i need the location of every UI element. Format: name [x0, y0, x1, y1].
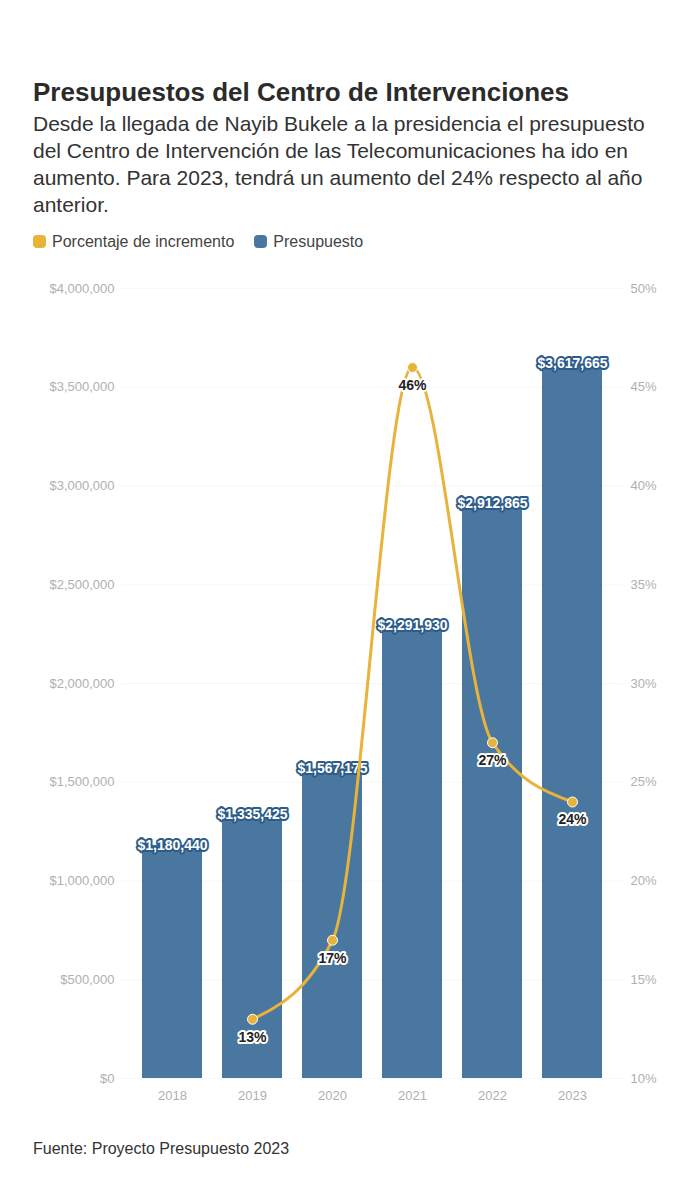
svg-text:$2,500,000: $2,500,000 [49, 577, 114, 592]
svg-text:46%: 46% [398, 377, 427, 393]
svg-text:$2,912,865: $2,912,865 [457, 495, 527, 511]
svg-text:24%: 24% [558, 811, 587, 827]
svg-text:$1,335,425: $1,335,425 [217, 806, 287, 822]
svg-text:$3,500,000: $3,500,000 [49, 379, 114, 394]
svg-text:15%: 15% [631, 972, 657, 987]
svg-text:$3,000,000: $3,000,000 [49, 478, 114, 493]
html-text:Presupuesto: Presupuesto [273, 233, 364, 250]
svg-text:2019: 2019 [238, 1088, 267, 1103]
svg-text:$500,000: $500,000 [60, 972, 114, 987]
svg-text:10%: 10% [631, 1071, 657, 1086]
svg-text:2021: 2021 [398, 1088, 427, 1103]
svg-text:$0: $0 [100, 1071, 114, 1086]
svg-text:27%: 27% [478, 752, 507, 768]
svg-text:$3,617,665: $3,617,665 [537, 355, 607, 371]
svg-text:2020: 2020 [318, 1088, 347, 1103]
svg-text:35%: 35% [631, 577, 657, 592]
svg-text:$1,000,000: $1,000,000 [49, 873, 114, 888]
svg-text:50%: 50% [631, 281, 657, 296]
svg-text:30%: 30% [631, 676, 657, 691]
svg-text:2022: 2022 [478, 1088, 507, 1103]
svg-text:2018: 2018 [158, 1088, 187, 1103]
svg-text:45%: 45% [631, 379, 657, 394]
html-text:Desde la llegada de Nayib Buke: Desde la llegada de Nayib Bukele a la pr… [33, 112, 645, 216]
svg-text:$2,000,000: $2,000,000 [49, 676, 114, 691]
svg-text:$4,000,000: $4,000,000 [49, 281, 114, 296]
html-text:Porcentaje de incremento: Porcentaje de incremento [52, 233, 235, 250]
svg-text:17%: 17% [318, 950, 347, 966]
svg-text:$1,567,175: $1,567,175 [297, 760, 368, 777]
html-text:Presupuestos del Centro de Int: Presupuestos del Centro de Intervencione… [33, 77, 569, 107]
svg-text:25%: 25% [631, 774, 657, 789]
svg-text:20%: 20% [631, 873, 657, 888]
svg-text:$1,180,440: $1,180,440 [137, 837, 207, 853]
svg-text:2023: 2023 [558, 1088, 587, 1103]
svg-text:40%: 40% [631, 478, 657, 493]
svg-text:$2,291,930: $2,291,930 [377, 617, 447, 633]
svg-text:13%: 13% [238, 1029, 267, 1045]
svg-text:$1,500,000: $1,500,000 [49, 774, 114, 789]
html-text:Fuente: Proyecto Presupuesto 2: Fuente: Proyecto Presupuesto 2023 [33, 1140, 290, 1157]
